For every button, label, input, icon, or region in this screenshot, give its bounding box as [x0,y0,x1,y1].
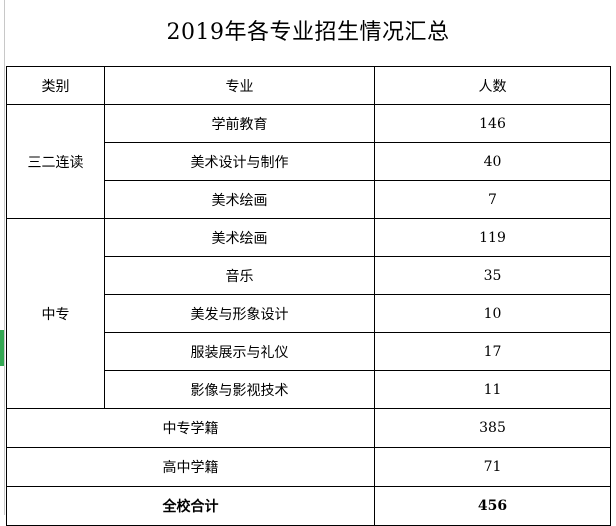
count-cell: 35 [374,256,611,295]
category-cell-group-0: 三二连读 [6,104,105,219]
grand-total-count: 456 [374,486,611,526]
summary-label: 中专学籍 [6,408,375,448]
summary-count: 71 [374,447,611,487]
page-title: 2019年各专业招生情况汇总 [166,20,450,45]
major-cell: 美术绘画 [104,218,375,257]
table-row: 美术设计与制作 40 [7,142,611,181]
category-cell-group-1: 中专 [6,218,105,409]
major-cell: 学前教育 [104,104,375,143]
table-row: 影像与影视技术 11 [7,370,611,409]
table-row: 美术绘画 7 [7,180,611,219]
selection-marker [0,330,4,366]
grand-total-label: 全校合计 [6,486,375,526]
document-title-band: 2019年各专业招生情况汇总 [6,0,610,66]
table-row: 美发与形象设计 10 [7,294,611,333]
count-cell: 40 [374,142,611,181]
column-header-count: 人数 [374,66,611,105]
column-header-major: 专业 [104,66,375,105]
summary-count: 385 [374,408,611,448]
major-cell: 美术设计与制作 [104,142,375,181]
count-cell: 10 [374,294,611,333]
major-cell: 美术绘画 [104,180,375,219]
count-cell: 11 [374,370,611,409]
column-header-category: 类别 [6,66,105,105]
table-row: 音乐 35 [7,256,611,295]
table-header-row: 类别 专业 人数 [6,66,611,105]
table-row: 中专 美术绘画 119 [6,218,611,409]
major-cell: 音乐 [104,256,375,295]
summary-row: 高中学籍 71 [6,447,611,487]
sheet-left-gutter [0,0,5,515]
major-cell: 服装展示与礼仪 [104,332,375,371]
table-row: 三二连读 学前教育 146 [6,104,611,219]
count-cell: 119 [374,218,611,257]
major-cell: 影像与影视技术 [104,370,375,409]
count-cell: 17 [374,332,611,371]
summary-row: 中专学籍 385 [6,408,611,448]
count-cell: 7 [374,180,611,219]
enrollment-summary-table: 类别 专业 人数 三二连读 学前教育 146 美术设计与制作 40 美术绘画 7 [6,66,611,526]
table-row: 服装展示与礼仪 17 [7,332,611,371]
count-cell: 146 [374,104,611,143]
major-cell: 美发与形象设计 [104,294,375,333]
grand-total-row: 全校合计 456 [6,486,611,526]
summary-label: 高中学籍 [6,447,375,487]
